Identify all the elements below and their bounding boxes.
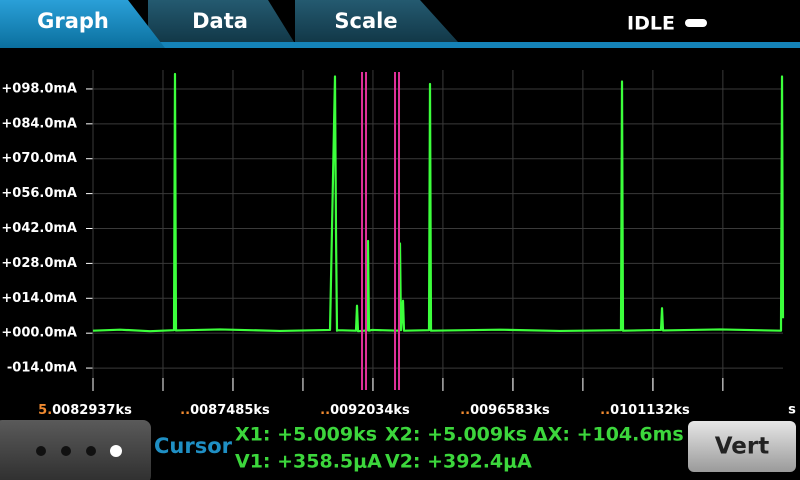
tab-bar	[0, 42, 800, 48]
page-indicator[interactable]	[0, 420, 151, 480]
x-unit: s	[788, 403, 796, 418]
button-label: Vert	[715, 434, 769, 460]
tab-label: Graph	[37, 9, 109, 33]
series-line	[92, 72, 785, 333]
dot	[86, 446, 96, 456]
tab-data[interactable]	[148, 0, 294, 42]
dot	[36, 446, 46, 456]
tab-label: Scale	[334, 9, 397, 33]
cursor-v1: V1: +358.5μA	[235, 451, 382, 473]
y-tick-label: +000.0mA	[1, 326, 77, 341]
status-icon	[685, 19, 707, 27]
tab-label: Data	[192, 9, 248, 33]
status: IDLE	[627, 13, 675, 35]
y-tick-label: +056.0mA	[1, 186, 77, 201]
cursor-dx: ΔX: +104.6ms	[533, 424, 684, 446]
y-tick-label: +014.0mA	[1, 291, 77, 306]
cursor-x1: X1: +5.009ks	[235, 424, 377, 446]
x-tick-label: ..0087485ks	[180, 403, 270, 418]
x-tick-label: ..0096583ks	[460, 403, 550, 418]
dot	[110, 445, 122, 457]
plot: +098.0mA +084.0mA +070.0mA +056.0mA +042.0mA…	[1, 70, 796, 418]
cursor-x2: X2: +5.009ks	[385, 424, 527, 446]
y-tick-label: +070.0mA	[1, 151, 77, 166]
y-tick-label: +098.0mA	[1, 81, 77, 96]
vert-button[interactable]	[688, 421, 796, 472]
x-tick-label: ..0092034ks	[320, 403, 410, 418]
tab-scale[interactable]	[295, 0, 458, 42]
y-tick-label: -014.0mA	[7, 361, 77, 376]
cursor-title: Cursor	[154, 434, 233, 458]
y-tick-label: +042.0mA	[1, 221, 77, 236]
y-tick-label: +084.0mA	[1, 116, 77, 131]
x-tick-label: 5.0082937ks	[38, 403, 132, 418]
y-tick-label: +028.0mA	[1, 256, 77, 271]
tab-graph[interactable]	[0, 0, 165, 48]
x-tick-label: ..0101132ks	[600, 403, 690, 418]
dot	[61, 446, 71, 456]
cursor-v2: V2: +392.4μA	[385, 451, 532, 473]
